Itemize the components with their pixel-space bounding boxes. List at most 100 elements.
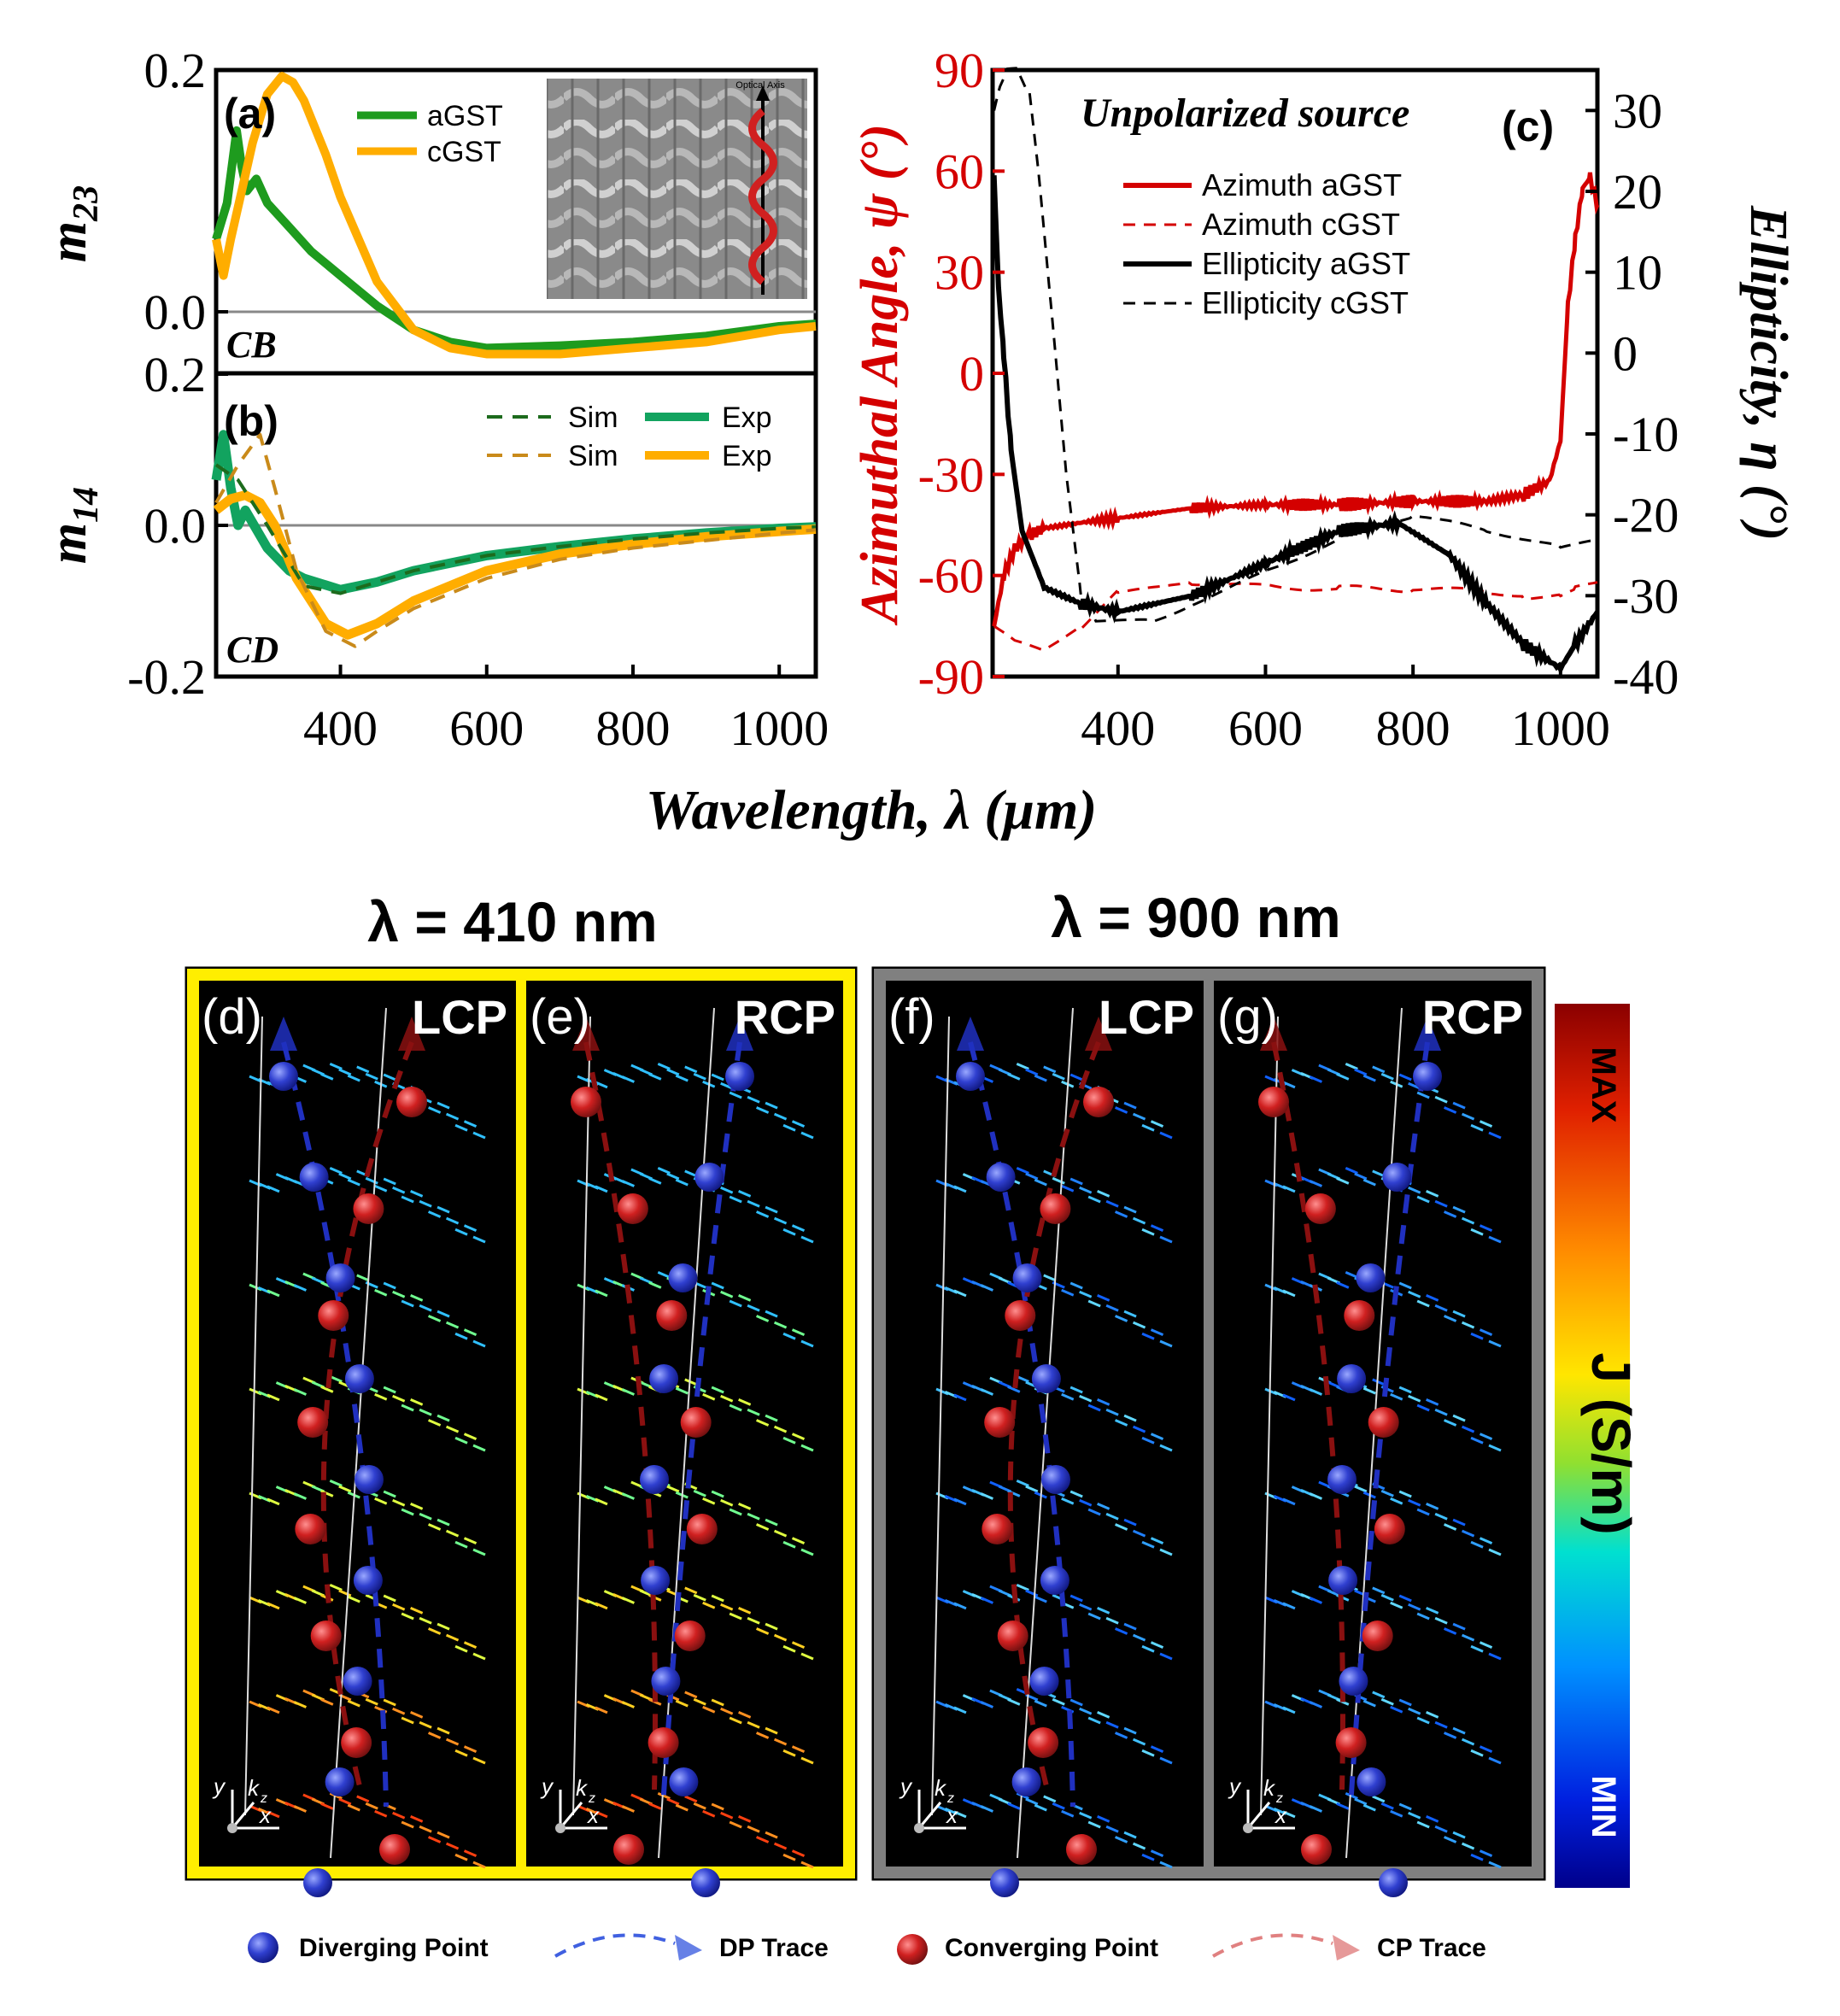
current-arrow: [756, 1732, 770, 1739]
current-arrow: [693, 1697, 706, 1706]
field-panel-g: y k zx (g) RCP: [1217, 989, 1523, 1897]
current-arrow: [1159, 1861, 1173, 1869]
current-arrow: [1345, 1063, 1358, 1070]
field-panel-e: y k zx (e) RCP: [530, 989, 835, 1897]
current-arrow: [1390, 1392, 1403, 1401]
axis-label-x: x: [258, 1802, 272, 1828]
current-arrow: [1380, 1489, 1394, 1497]
current-arrow: [338, 1172, 352, 1181]
current-arrow: [1052, 1072, 1065, 1081]
current-arrow: [392, 1603, 406, 1611]
current-arrow: [472, 1756, 486, 1765]
current-arrow: [437, 1622, 450, 1631]
current-arrow: [401, 1195, 414, 1204]
current-arrow: [1444, 1315, 1457, 1322]
current-arrow: [1016, 1167, 1029, 1175]
current-arrow: [1282, 1393, 1296, 1402]
current-arrow: [472, 1339, 486, 1348]
current-arrow: [1097, 1294, 1110, 1302]
polarization-label: LCP: [412, 990, 507, 1044]
current-arrow: [1426, 1815, 1439, 1823]
current-arrow: [437, 1101, 450, 1110]
converging-point-icon: [571, 1087, 601, 1117]
current-arrow: [702, 1392, 716, 1401]
current-arrow: [401, 1612, 414, 1620]
current-arrow: [720, 1603, 734, 1611]
ytick-label-a: 0.2: [144, 43, 207, 98]
current-arrow: [1398, 1073, 1412, 1081]
current-arrow: [756, 1836, 770, 1843]
current-arrow: [1470, 1853, 1484, 1861]
current-arrow: [320, 1490, 334, 1497]
series-line-azimuth-cGST: [993, 581, 1598, 652]
current-arrow: [1398, 1802, 1412, 1811]
current-arrow: [410, 1190, 424, 1198]
current-arrow: [428, 1836, 442, 1843]
current-arrow: [1097, 1398, 1110, 1406]
ytick-label-left-c: -90: [918, 649, 984, 705]
current-arrow: [267, 1810, 280, 1819]
current-arrow: [791, 1537, 806, 1544]
current-arrow: [773, 1321, 788, 1329]
current-arrow: [1372, 1691, 1386, 1699]
current-arrow: [445, 1425, 460, 1433]
current-arrow: [1016, 1375, 1029, 1383]
current-arrow: [773, 1216, 788, 1225]
current-arrow: [1488, 1548, 1502, 1556]
diverging-point-icon: [668, 1263, 698, 1292]
current-arrow: [1079, 1290, 1093, 1298]
current-arrow: [1461, 1425, 1475, 1433]
current-arrow: [1097, 1815, 1110, 1823]
series-line-Sim-aGST: [214, 463, 817, 595]
current-arrow: [1354, 1485, 1368, 1493]
current-arrow: [1141, 1228, 1155, 1236]
current-arrow: [1105, 1720, 1119, 1729]
current-arrow: [1052, 1697, 1065, 1706]
axis-label-x: x: [945, 1802, 958, 1828]
converging-point-icon: [1301, 1834, 1332, 1865]
current-arrow: [1461, 1633, 1475, 1642]
current-arrow: [1390, 1601, 1403, 1609]
converging-point-icon: [982, 1514, 1013, 1544]
current-arrow: [711, 1490, 724, 1498]
current-arrow: [410, 1294, 424, 1302]
current-arrow: [621, 1492, 635, 1500]
current-arrow: [1461, 1842, 1475, 1850]
current-arrow: [1452, 1414, 1466, 1422]
current-arrow: [1105, 1512, 1119, 1521]
current-arrow: [338, 1485, 352, 1493]
colorbar-label: J (S/m): [1580, 1352, 1642, 1534]
x-axis-label: Wavelength, λ (μm): [646, 779, 1098, 841]
ytick-label-right-c: 20: [1613, 164, 1662, 220]
current-arrow: [657, 1167, 671, 1175]
current-arrow: [1061, 1392, 1075, 1401]
current-arrow: [1336, 1177, 1350, 1185]
current-arrow: [1016, 1584, 1029, 1591]
current-arrow: [1470, 1644, 1484, 1653]
current-arrow: [463, 1641, 478, 1649]
converging-point-icon: [353, 1193, 384, 1224]
current-arrow: [1052, 1176, 1065, 1185]
diverging-point-icon: [269, 1062, 298, 1091]
current-arrow: [1444, 1210, 1457, 1218]
current-arrow: [401, 1508, 414, 1516]
current-arrow: [1079, 1603, 1093, 1611]
current-arrow: [729, 1612, 742, 1620]
current-arrow: [419, 1616, 432, 1625]
current-arrow: [1123, 1622, 1137, 1631]
current-arrow: [1444, 1523, 1457, 1531]
current-arrow: [595, 1289, 608, 1298]
current-arrow: [1087, 1820, 1101, 1829]
current-arrow: [1434, 1720, 1448, 1729]
diverging-point-icon: [694, 1163, 724, 1192]
current-arrow: [401, 1716, 414, 1725]
current-arrow: [773, 1633, 788, 1642]
axis-label-kz-sub: z: [260, 1791, 267, 1806]
legend-dp-trace: DP Trace: [719, 1934, 829, 1962]
legend-label-azimuth-agst: Azimuth aGST: [1202, 167, 1402, 202]
legend-b: Sim Exp Sim Exp: [487, 401, 772, 472]
current-arrow: [1087, 1716, 1101, 1725]
current-arrow: [756, 1419, 770, 1427]
panel-label: (g): [1217, 989, 1278, 1045]
current-arrow: [1087, 1299, 1101, 1308]
